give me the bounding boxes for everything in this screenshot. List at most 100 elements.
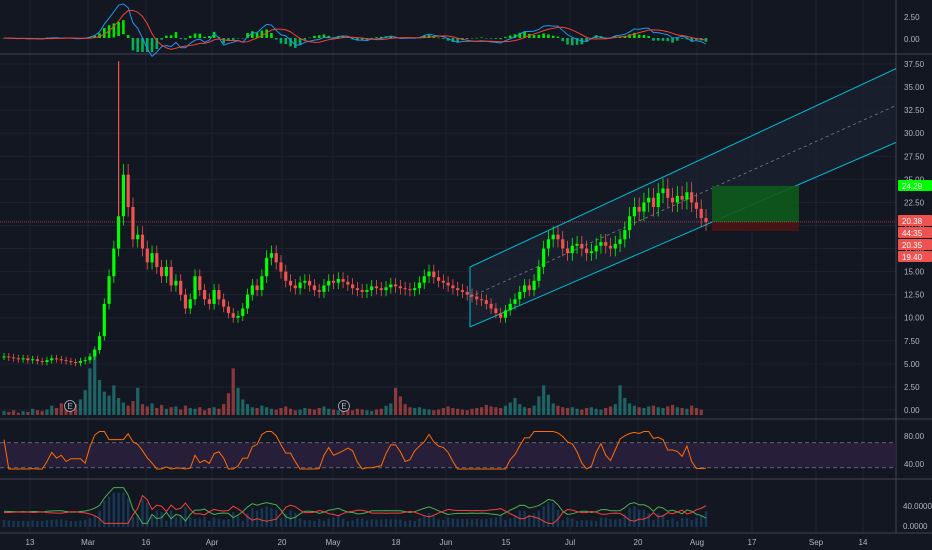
candle-body[interactable] xyxy=(403,288,407,290)
candle-body[interactable] xyxy=(432,271,436,278)
stop-zone[interactable] xyxy=(712,221,799,232)
candle-body[interactable] xyxy=(518,291,522,300)
candle-body[interactable] xyxy=(413,288,417,291)
candle-body[interactable] xyxy=(169,266,173,286)
candle-body[interactable] xyxy=(627,216,632,231)
candle-body[interactable] xyxy=(126,174,130,208)
candle-body[interactable] xyxy=(537,266,541,281)
candle-body[interactable] xyxy=(680,195,684,200)
candle-body[interactable] xyxy=(336,278,340,283)
dmi-pane[interactable] xyxy=(2,487,708,527)
candle-body[interactable] xyxy=(255,285,259,291)
candle-body[interactable] xyxy=(250,285,254,295)
candle-body[interactable] xyxy=(651,197,656,208)
candle-body[interactable] xyxy=(245,294,250,309)
candle-body[interactable] xyxy=(561,239,565,249)
candle-body[interactable] xyxy=(451,285,455,289)
candle-body[interactable] xyxy=(155,253,159,267)
candle-body[interactable] xyxy=(78,361,83,363)
candle-body[interactable] xyxy=(26,358,30,361)
candle-body[interactable] xyxy=(236,315,240,318)
candle-body[interactable] xyxy=(303,280,307,283)
candle-body[interactable] xyxy=(494,308,498,314)
candle-body[interactable] xyxy=(45,360,49,363)
candle-body[interactable] xyxy=(570,245,574,254)
macd-pane[interactable] xyxy=(2,3,708,58)
candle-body[interactable] xyxy=(513,299,517,304)
candle-body[interactable] xyxy=(608,245,613,249)
candle-body[interactable] xyxy=(198,276,202,291)
candle-body[interactable] xyxy=(484,300,488,304)
candle-body[interactable] xyxy=(159,266,164,277)
candle-body[interactable] xyxy=(694,202,699,209)
candle-body[interactable] xyxy=(269,253,274,258)
candle-body[interactable] xyxy=(131,207,135,240)
candle-body[interactable] xyxy=(670,197,675,203)
candle-body[interactable] xyxy=(589,251,593,254)
candle-body[interactable] xyxy=(379,288,383,291)
candle-body[interactable] xyxy=(140,234,145,249)
candle-body[interactable] xyxy=(31,359,35,361)
candle-body[interactable] xyxy=(97,336,102,351)
candle-body[interactable] xyxy=(40,361,44,363)
candle-body[interactable] xyxy=(370,286,374,291)
candle-body[interactable] xyxy=(360,290,364,292)
candle-body[interactable] xyxy=(69,361,73,363)
candle-body[interactable] xyxy=(456,288,460,291)
candle-body[interactable] xyxy=(64,360,68,362)
candle-body[interactable] xyxy=(7,356,11,358)
candle-body[interactable] xyxy=(599,242,603,246)
candle-body[interactable] xyxy=(585,248,589,254)
candle-body[interactable] xyxy=(427,271,431,277)
dmi-minus-line[interactable] xyxy=(3,494,707,524)
channel-upper-line[interactable] xyxy=(469,68,897,268)
candle-body[interactable] xyxy=(470,294,474,297)
candle-body[interactable] xyxy=(613,243,617,249)
candle-body[interactable] xyxy=(102,303,106,337)
candle-body[interactable] xyxy=(632,207,636,217)
candle-body[interactable] xyxy=(293,285,297,289)
candle-body[interactable] xyxy=(164,266,168,277)
candle-body[interactable] xyxy=(212,290,216,304)
candle-body[interactable] xyxy=(322,285,326,292)
candle-body[interactable] xyxy=(422,276,426,283)
candle-body[interactable] xyxy=(331,280,336,283)
price-candles[interactable] xyxy=(2,61,708,367)
candle-body[interactable] xyxy=(317,290,321,292)
candle-body[interactable] xyxy=(202,290,207,300)
candle-body[interactable] xyxy=(685,192,689,200)
candle-body[interactable] xyxy=(623,230,627,240)
candle-body[interactable] xyxy=(2,356,6,358)
candle-body[interactable] xyxy=(393,284,398,287)
candle-body[interactable] xyxy=(188,299,192,309)
long-position-tool[interactable] xyxy=(712,185,799,232)
candle-body[interactable] xyxy=(231,313,235,318)
earnings-marker[interactable]: E xyxy=(338,400,350,412)
candle-body[interactable] xyxy=(675,195,679,203)
channel-lower-line[interactable] xyxy=(469,141,897,328)
candle-body[interactable] xyxy=(551,234,555,240)
candle-body[interactable] xyxy=(637,207,641,212)
candle-body[interactable] xyxy=(35,359,40,362)
candle-body[interactable] xyxy=(374,286,379,289)
candle-body[interactable] xyxy=(112,248,116,277)
candle-body[interactable] xyxy=(489,303,493,309)
candle-body[interactable] xyxy=(54,358,59,360)
candle-body[interactable] xyxy=(503,310,508,318)
candle-body[interactable] xyxy=(351,284,355,289)
candle-body[interactable] xyxy=(308,280,312,286)
candle-body[interactable] xyxy=(107,276,111,304)
candle-body[interactable] xyxy=(179,280,183,295)
candle-body[interactable] xyxy=(327,280,331,286)
earnings-markers[interactable]: E E xyxy=(64,400,350,412)
candle-body[interactable] xyxy=(522,285,527,292)
candle-body[interactable] xyxy=(16,358,20,360)
candle-body[interactable] xyxy=(656,193,660,208)
candle-body[interactable] xyxy=(441,280,445,283)
candle-body[interactable] xyxy=(117,216,121,249)
candle-body[interactable] xyxy=(222,299,226,307)
candle-body[interactable] xyxy=(542,248,546,267)
candle-body[interactable] xyxy=(690,192,694,203)
candle-body[interactable] xyxy=(74,362,78,364)
candle-body[interactable] xyxy=(647,197,651,203)
